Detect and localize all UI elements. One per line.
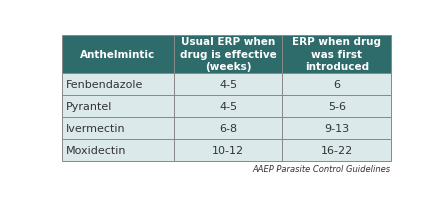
Bar: [282, 73, 391, 95]
Bar: [174, 95, 282, 117]
Text: AAEP Parasite Control Guidelines: AAEP Parasite Control Guidelines: [253, 164, 391, 173]
Bar: [62, 35, 174, 73]
Text: 5-6: 5-6: [328, 101, 346, 111]
Bar: [62, 117, 174, 139]
Bar: [174, 73, 282, 95]
Text: ERP when drug
was first
introduced: ERP when drug was first introduced: [292, 37, 381, 72]
Bar: [62, 73, 174, 95]
Bar: [62, 95, 174, 117]
Text: Moxidectin: Moxidectin: [66, 145, 127, 155]
Bar: [174, 139, 282, 161]
Text: 16-22: 16-22: [320, 145, 353, 155]
Bar: [282, 95, 391, 117]
Text: Pyrantel: Pyrantel: [66, 101, 113, 111]
Text: Anthelmintic: Anthelmintic: [80, 49, 156, 59]
Text: 10-12: 10-12: [212, 145, 244, 155]
Text: Fenbendazole: Fenbendazole: [66, 79, 144, 89]
Text: Ivermectin: Ivermectin: [66, 123, 126, 133]
Bar: [282, 35, 391, 73]
Bar: [282, 117, 391, 139]
Text: 4-5: 4-5: [219, 101, 237, 111]
Bar: [282, 139, 391, 161]
Bar: [174, 117, 282, 139]
Text: 6-8: 6-8: [219, 123, 237, 133]
Bar: [62, 139, 174, 161]
Text: Usual ERP when
drug is effective
(weeks): Usual ERP when drug is effective (weeks): [180, 37, 277, 72]
Text: 6: 6: [333, 79, 340, 89]
Text: 4-5: 4-5: [219, 79, 237, 89]
Bar: [174, 35, 282, 73]
Text: 9-13: 9-13: [324, 123, 349, 133]
